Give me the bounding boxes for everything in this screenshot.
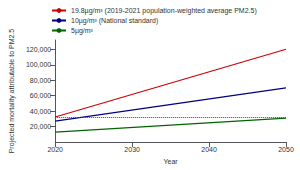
svg-text:2030: 2030 <box>124 146 140 153</box>
svg-text:40,000: 40,000 <box>30 108 52 115</box>
svg-text:Year: Year <box>164 158 179 165</box>
svg-text:2040: 2040 <box>201 146 217 153</box>
svg-text:Projected mortality attributab: Projected mortality attributable to PM2.… <box>8 29 16 154</box>
svg-text:2020: 2020 <box>47 146 63 153</box>
svg-text:60,000: 60,000 <box>30 92 52 99</box>
svg-text:10µg/m³ (National standard): 10µg/m³ (National standard) <box>71 17 158 25</box>
svg-text:20,000: 20,000 <box>30 123 52 130</box>
svg-text:5µg/m³: 5µg/m³ <box>71 27 94 35</box>
svg-text:80,000: 80,000 <box>30 77 52 84</box>
svg-text:100,000: 100,000 <box>26 61 51 68</box>
svg-text:120,000: 120,000 <box>26 46 51 53</box>
svg-text:2050: 2050 <box>278 146 294 153</box>
svg-text:19.8µg/m³ (2019-2021 populatio: 19.8µg/m³ (2019-2021 population-weighted… <box>71 7 257 15</box>
